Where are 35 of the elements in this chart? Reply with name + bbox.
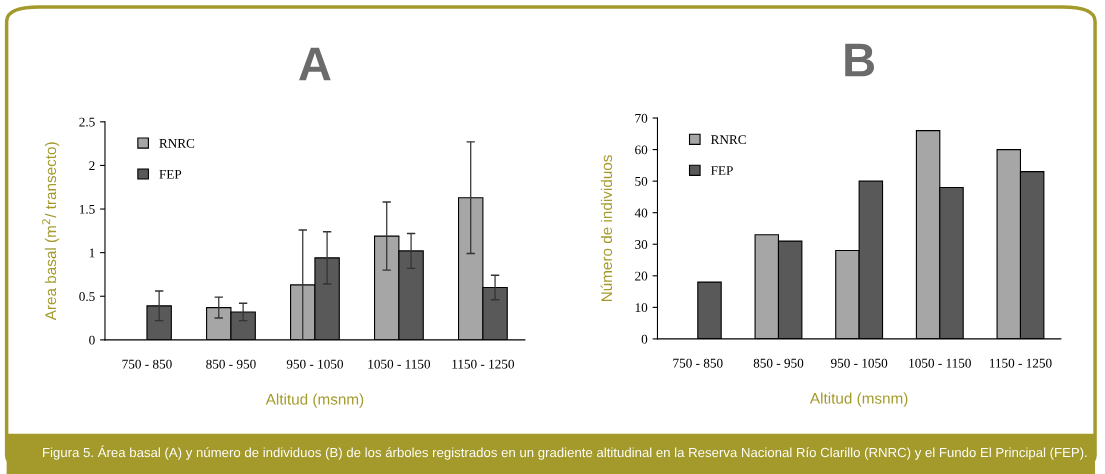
x-tick-label: 950 - 1050: [830, 358, 888, 368]
x-tick-label: 750 - 850: [122, 359, 172, 369]
legend-label: RNRC: [159, 138, 195, 148]
y-axis-title: Número de individuos: [600, 155, 613, 302]
y-tick-label: 70: [635, 113, 648, 123]
x-tick-label: 850 - 950: [206, 359, 256, 369]
y-tick-label: 30: [635, 240, 648, 249]
x-tick-label: 1150 - 1250: [452, 359, 515, 369]
x-axis-title: Altitud (msnm): [809, 392, 908, 407]
x-tick-label: 750 - 850: [673, 358, 723, 368]
legend-label: RNRC: [711, 135, 746, 145]
y-axis-title: Area basal (m$^{2}$/ transecto): [42, 142, 60, 321]
text: Figura 5. Área basal (A) y número de individuos (B) de los árboles registrados en un gradiente altitudinal en la Reserva Nacional Río Clarillo (RNRC) y el Fundo El Principal (FEP).: [43, 445, 1087, 460]
x-tick-label: 1050 - 1150: [368, 359, 431, 369]
y-tick-label: 2.5: [79, 117, 95, 127]
legend-label: FEP: [711, 166, 733, 175]
x-tick-label: 850 - 950: [753, 358, 804, 368]
y-tick-label: 2: [89, 161, 95, 170]
y-tick-label: 10: [635, 303, 648, 313]
chart-title: A: [299, 47, 331, 81]
y-tick-label: 0: [89, 335, 95, 345]
legend-label: FEP: [159, 169, 182, 179]
y-tick-label: 0: [641, 334, 648, 344]
y-tick-label: 1: [89, 248, 95, 258]
x-axis-title: Altitud (msnm): [265, 393, 364, 408]
x-tick-label: 1150 - 1250: [989, 358, 1052, 368]
x-tick-label: 950 - 1050: [286, 359, 344, 369]
y-tick-label: 20: [635, 271, 648, 281]
y-tick-label: 50: [635, 176, 648, 186]
y-tick-label: 60: [635, 145, 648, 155]
x-tick-label: 1050 - 1150: [909, 358, 971, 368]
y-tick-label: 0.5: [79, 292, 95, 302]
y-tick-label: 40: [634, 208, 648, 218]
chart-title: B: [845, 43, 875, 77]
y-tick-label: 1.5: [79, 204, 95, 214]
